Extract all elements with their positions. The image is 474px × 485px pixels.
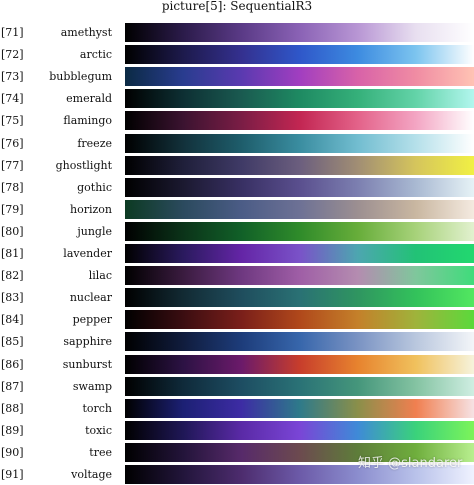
colormap-name: horizon (70, 202, 112, 216)
colormap-gradient-bar (125, 244, 474, 263)
colormap-gradient-bar (125, 177, 474, 197)
colormap-row: [88] torch (0, 398, 474, 419)
colormap-gradient-bar (125, 199, 474, 219)
colormap-index: [91] (1, 468, 24, 481)
colormap-row: [77] ghostlight (0, 155, 474, 176)
colormap-row: [84] pepper (0, 309, 474, 330)
colormap-index: [85] (1, 335, 24, 349)
colormap-index: [84] (1, 313, 24, 327)
colormap-gradient-bar (125, 266, 474, 286)
colormap-name: freeze (77, 136, 112, 150)
colormap-index: [72] (1, 48, 24, 62)
colormap-index: [75] (1, 114, 24, 128)
colormap-index: [81] (1, 247, 24, 260)
colormap-name: jungle (77, 224, 112, 238)
colormap-name: swamp (72, 379, 112, 393)
colormap-index: [78] (1, 180, 24, 194)
colormap-index: [73] (1, 70, 24, 84)
colormap-name: amethyst (60, 26, 112, 39)
colormap-index: [82] (1, 269, 24, 283)
colormap-name: sapphire (63, 335, 112, 349)
colormap-row: [91] voltage (0, 464, 474, 485)
colormap-row: [89] toxic (0, 420, 474, 441)
figure-title: picture[5]: SequentialR3 (161, 0, 313, 13)
colormap-row: [86] sunburst (0, 354, 474, 375)
colormap-name: lavender (63, 247, 112, 260)
colormap-index: [79] (1, 202, 24, 216)
colormap-row: [73] bubblegum (0, 66, 474, 87)
colormap-row: [81] lavender (0, 243, 474, 264)
colormap-gradient-bar (125, 67, 474, 87)
watermark-text: 知乎 @slandarer (358, 456, 463, 471)
colormap-row: [83] nuclear (0, 287, 474, 308)
colormap-name: bubblegum (49, 70, 112, 84)
colormap-index: [87] (1, 379, 24, 393)
colormap-name: flamingo (63, 114, 112, 128)
colormap-name: pepper (72, 313, 112, 327)
colormap-row: [79] horizon (0, 199, 474, 220)
colormap-row: [75] flamingo (0, 110, 474, 131)
colormap-index: [83] (1, 291, 24, 305)
colormap-index: [74] (1, 92, 24, 106)
colormap-gradient-bar (125, 45, 474, 65)
colormap-name: ghostlight (55, 158, 112, 172)
colormap-name: nuclear (69, 291, 112, 305)
colormap-gradient-bar (125, 288, 474, 308)
colormap-gradient-bar (125, 332, 474, 352)
colormap-name: lilac (88, 269, 112, 283)
colormap-gradient-bar (125, 398, 474, 418)
colormap-row: [71] amethyst (0, 22, 474, 43)
colormap-index: [89] (1, 423, 24, 437)
colormap-gradient-bar (125, 465, 474, 484)
colormap-row: [85] sapphire (0, 331, 474, 352)
colormap-index: [88] (1, 401, 24, 415)
colormap-index: [86] (1, 357, 24, 371)
colormap-gradient-bar (125, 23, 474, 42)
colormap-gradient-bar (125, 221, 474, 241)
colormap-gradient-bar (125, 354, 474, 374)
colormap-name: emerald (66, 92, 112, 106)
colormap-index: [80] (1, 224, 24, 238)
colormap-name: gothic (77, 180, 112, 194)
colormap-row: [74] emerald (0, 88, 474, 109)
colormap-gradient-bar (125, 442, 474, 462)
colormap-gradient-bar (125, 111, 474, 131)
colormap-name: arctic (79, 48, 112, 62)
colormap-name: torch (82, 401, 112, 415)
colormap-row: [80] jungle (0, 221, 474, 242)
colormap-row: [82] lilac (0, 265, 474, 286)
colormap-row: [87] swamp (0, 376, 474, 397)
colormap-index: [76] (1, 136, 24, 150)
colormap-index: [90] (1, 445, 24, 459)
colormap-name: voltage (71, 468, 112, 481)
colormap-index: [77] (1, 158, 24, 172)
colormap-gradient-bar (125, 155, 474, 175)
colormap-index: [71] (1, 26, 24, 39)
colormap-row: [72] arctic (0, 44, 474, 65)
colormap-row: [78] gothic (0, 177, 474, 198)
colormap-gradient-bar (125, 310, 474, 330)
colormap-gradient-bar (125, 89, 474, 109)
colormap-row: [90] tree (0, 442, 474, 463)
colormap-name: toxic (85, 423, 112, 437)
colormap-gradient-bar (125, 133, 474, 153)
colormap-gradient-bar (125, 420, 474, 440)
colormap-name: tree (89, 445, 112, 459)
colormap-gradient-bar (125, 376, 474, 396)
colormap-name: sunburst (62, 357, 112, 371)
colormap-row: [76] freeze (0, 133, 474, 154)
